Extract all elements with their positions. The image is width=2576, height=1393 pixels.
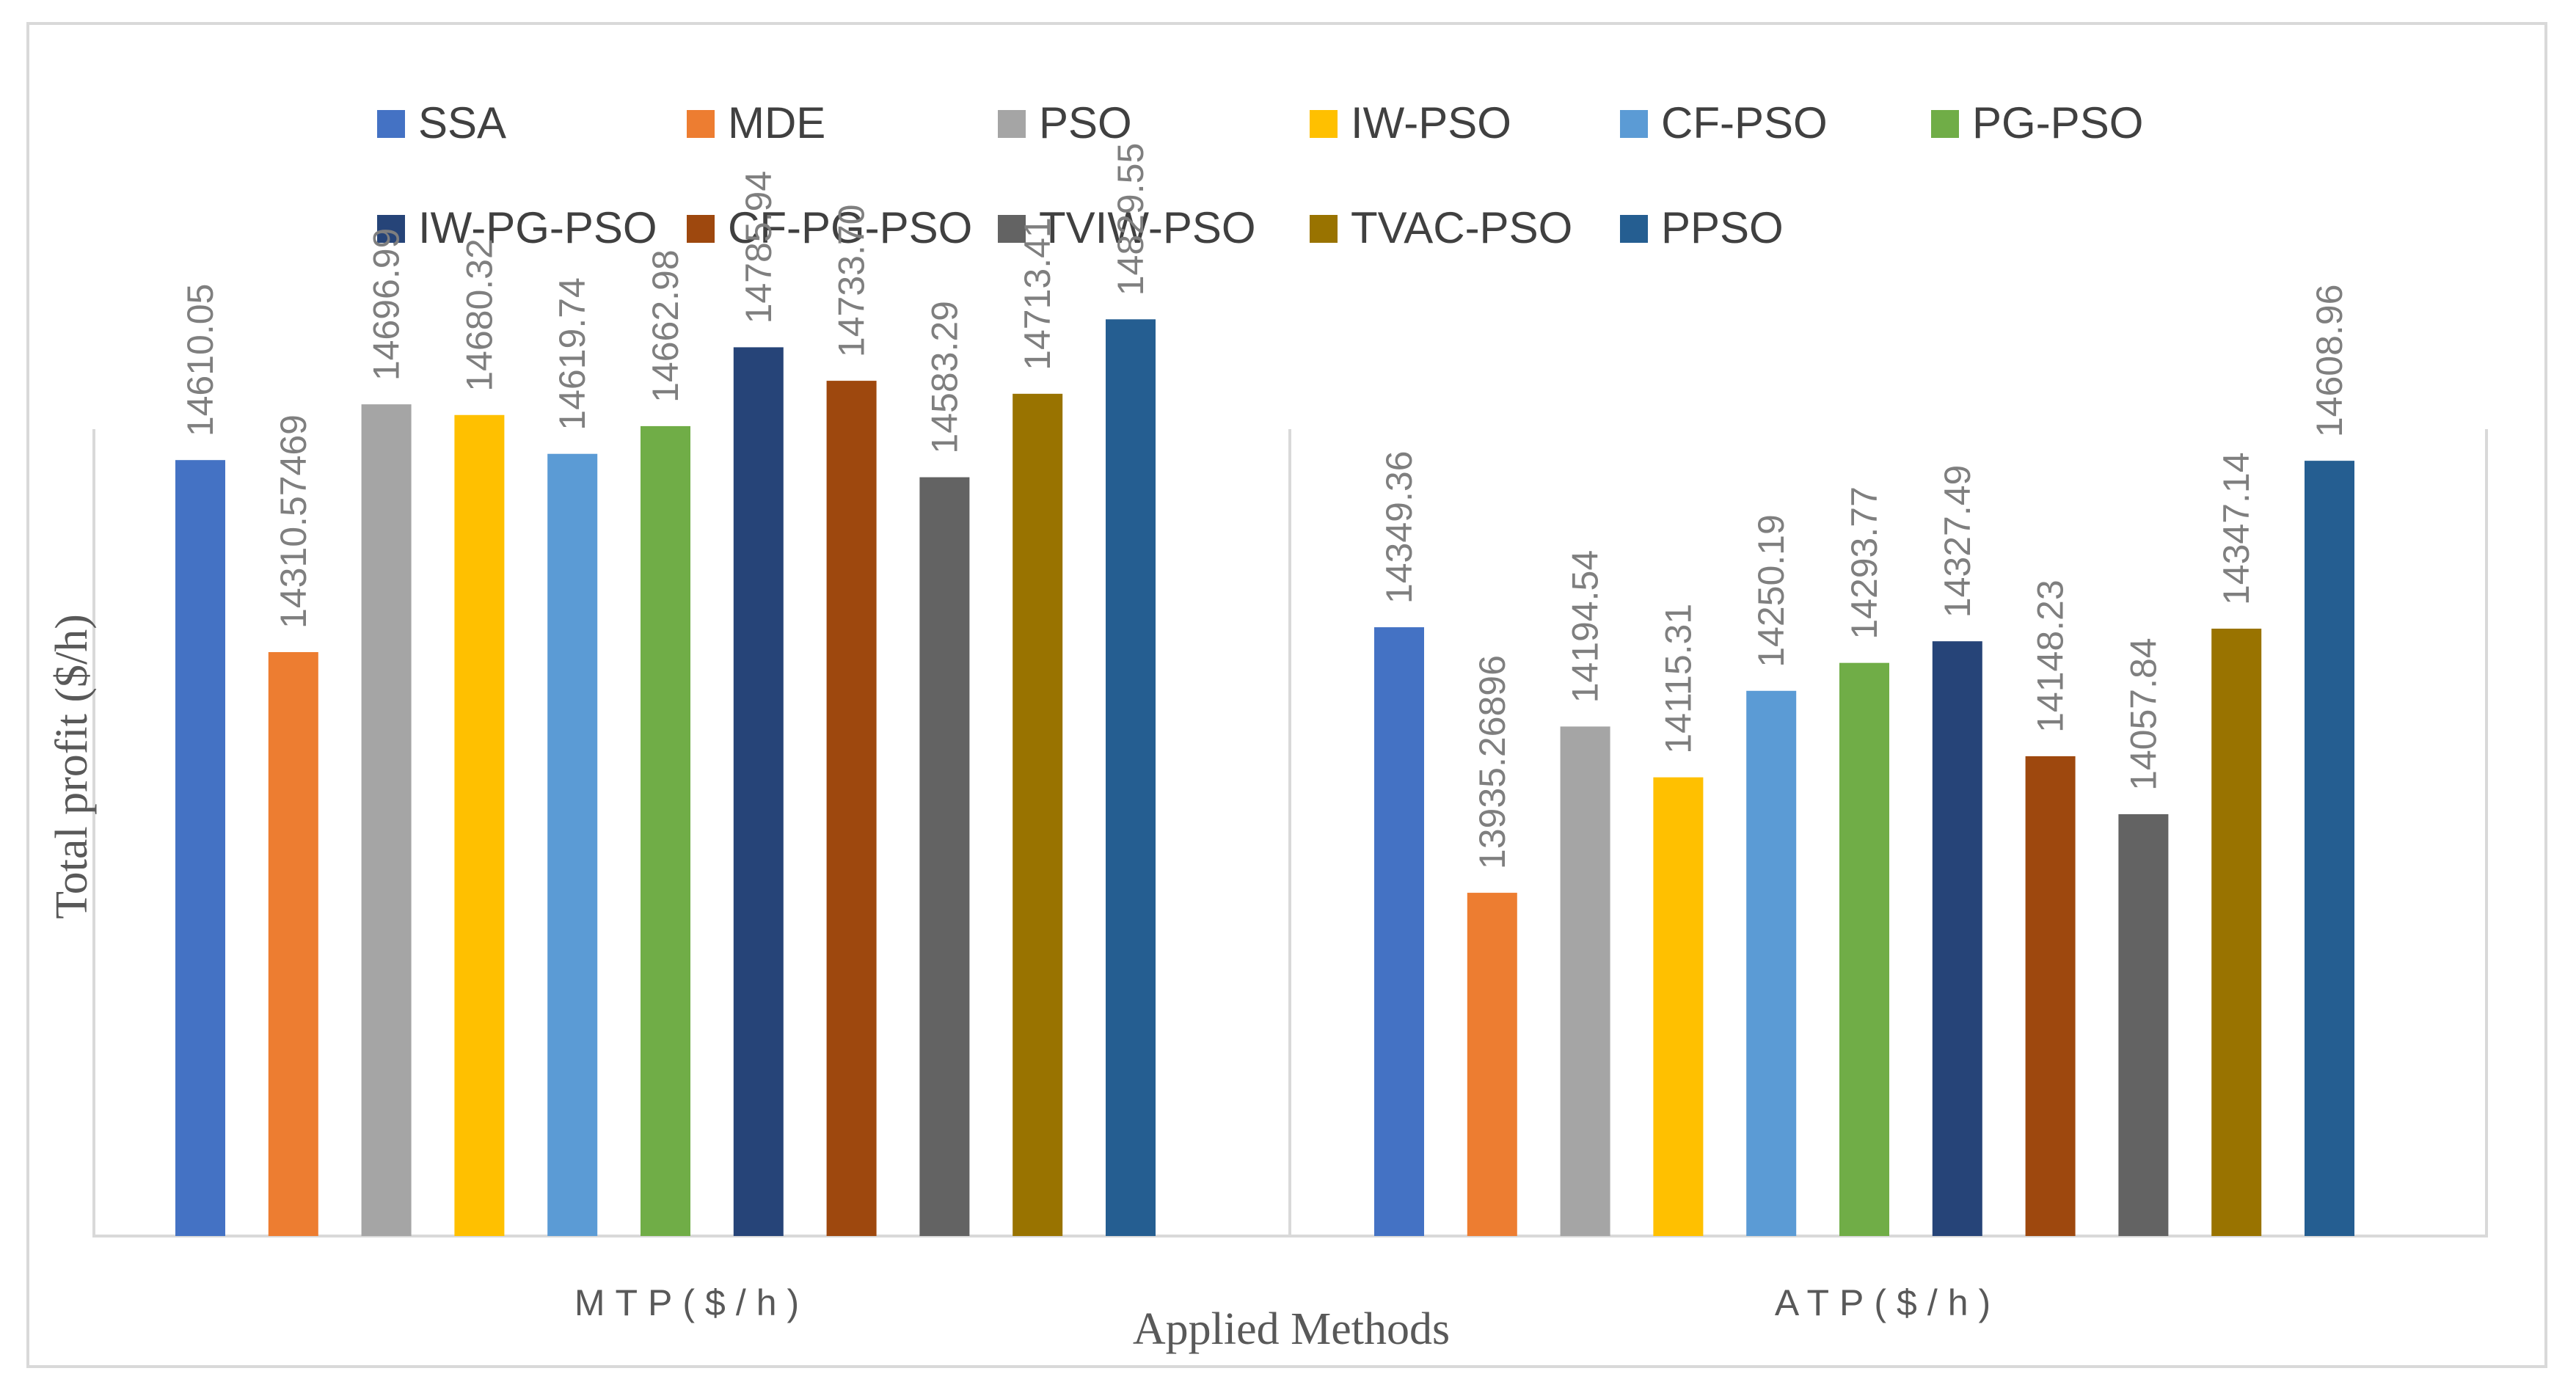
data-label-cf-pso-atp: 14250.19 — [1751, 514, 1792, 668]
legend-label-mde: MDE — [728, 98, 825, 147]
data-label-tvac-pso-mtp: 14713.41 — [1017, 217, 1058, 370]
legend-swatch-tviw-pso — [998, 215, 1026, 243]
data-label-tviw-pso-atp: 14057.84 — [2123, 637, 2164, 791]
legend-swatch-cf-pg-pso — [687, 215, 715, 243]
data-label-tvac-pso-atp: 14347.14 — [2216, 452, 2257, 605]
bar-iw-pg-pso-mtp — [733, 347, 784, 1237]
bar-tviw-pso-atp — [2118, 814, 2169, 1236]
bar-iw-pso-mtp — [454, 414, 505, 1237]
bar-cf-pg-pso-mtp — [826, 381, 877, 1236]
bar-pso-mtp — [361, 404, 412, 1236]
data-label-ppso-mtp: 14829.55 — [1110, 143, 1151, 296]
data-label-tviw-pso-mtp: 14583.29 — [924, 301, 965, 454]
x-axis-title: Applied Methods — [1133, 1304, 1450, 1354]
data-label-ppso-atp: 14608.96 — [2309, 285, 2350, 438]
data-label-cf-pg-pso-mtp: 14733.70 — [831, 205, 872, 358]
category-labels: MTP($/h) ATP($/h) — [574, 1282, 2001, 1323]
bar-iw-pg-pso-atp — [1932, 641, 1982, 1236]
legend-label-pg-pso: PG-PSO — [1972, 98, 2143, 147]
data-labels: 14610.05 14310.57469 14696.99 14680.32 14619… — [180, 143, 2350, 869]
legend-label-tviw-pso: TVIW-PSO — [1039, 203, 1256, 252]
data-label-pg-pso-mtp: 14662.98 — [645, 249, 686, 403]
legend-label-tvac-pso: TVAC-PSO — [1351, 203, 1572, 252]
legend-label-pso: PSO — [1039, 98, 1132, 147]
bar-pg-pso-atp — [1839, 662, 1889, 1236]
legend-swatch-pg-pso — [1931, 110, 1959, 138]
data-label-iw-pso-mtp: 14680.32 — [459, 238, 500, 392]
data-label-ssa-atp: 14349.36 — [1379, 451, 1420, 604]
bar-tviw-pso-mtp — [919, 477, 970, 1237]
data-label-ssa-mtp: 14610.05 — [180, 284, 221, 437]
legend-swatch-tvac-pso — [1310, 215, 1338, 243]
bar-mde-mtp — [268, 651, 318, 1236]
data-label-iw-pg-pso-mtp: 14785.94 — [738, 171, 779, 324]
chart-frame — [26, 22, 2547, 1368]
legend-swatch-ppso — [1620, 215, 1648, 243]
legend-label-cf-pg-pso: CF-PG-PSO — [728, 203, 972, 252]
legend-swatch-ssa — [377, 110, 405, 138]
legend-swatch-pso — [998, 110, 1026, 138]
bar-cf-pso-mtp — [547, 453, 598, 1236]
data-label-mde-atp: 13935.26896 — [1472, 655, 1513, 869]
legend-label-iw-pg-pso: IW-PG-PSO — [418, 203, 657, 252]
legend-swatch-mde — [687, 110, 715, 138]
category-label-mtp: MTP($/h) — [574, 1282, 809, 1323]
bars — [175, 319, 2354, 1237]
data-label-iw-pso-atp: 14115.31 — [1657, 604, 1699, 754]
bar-pg-pso-mtp — [641, 425, 690, 1236]
data-label-pso-atp: 14194.54 — [1565, 550, 1606, 703]
bar-tvac-pso-atp — [2211, 629, 2262, 1236]
legend-label-iw-pso: IW-PSO — [1351, 98, 1511, 147]
legend-swatch-iw-pg-pso — [377, 215, 405, 243]
legend: SSA MDE PSO IW-PSO CF-PSO PG-PSO IW-PG-PSO CF-P… — [377, 98, 2143, 252]
bar-cf-pg-pso-atp — [2025, 756, 2076, 1236]
legend-swatch-cf-pso — [1620, 110, 1648, 138]
bar-iw-pso-atp — [1653, 777, 1704, 1236]
bar-ssa-mtp — [175, 460, 225, 1236]
bar-ssa-atp — [1374, 627, 1424, 1236]
data-label-pso-mtp: 14696.99 — [366, 228, 407, 381]
data-label-cf-pso-mtp: 14619.74 — [552, 277, 593, 431]
data-label-pg-pso-atp: 14293.77 — [1844, 486, 1885, 640]
category-label-atp: ATP($/h) — [1775, 1282, 2001, 1323]
legend-label-ppso: PPSO — [1661, 203, 1784, 252]
data-label-iw-pg-pso-atp: 14327.49 — [1937, 465, 1978, 618]
bar-ppso-atp — [2305, 461, 2354, 1236]
bar-mde-atp — [1467, 893, 1517, 1236]
data-label-cf-pg-pso-atp: 14148.23 — [2030, 579, 2071, 733]
legend-label-ssa: SSA — [418, 98, 506, 147]
legend-label-cf-pso: CF-PSO — [1661, 98, 1828, 147]
bar-pso-atp — [1560, 726, 1610, 1236]
legend-swatch-iw-pso — [1310, 110, 1338, 138]
data-label-mde-mtp: 14310.57469 — [273, 414, 314, 629]
bar-ppso-mtp — [1106, 319, 1156, 1236]
bar-tvac-pso-mtp — [1012, 393, 1063, 1236]
y-axis-title: Total profit ($/h) — [47, 614, 97, 919]
bar-cf-pso-atp — [1746, 690, 1797, 1236]
